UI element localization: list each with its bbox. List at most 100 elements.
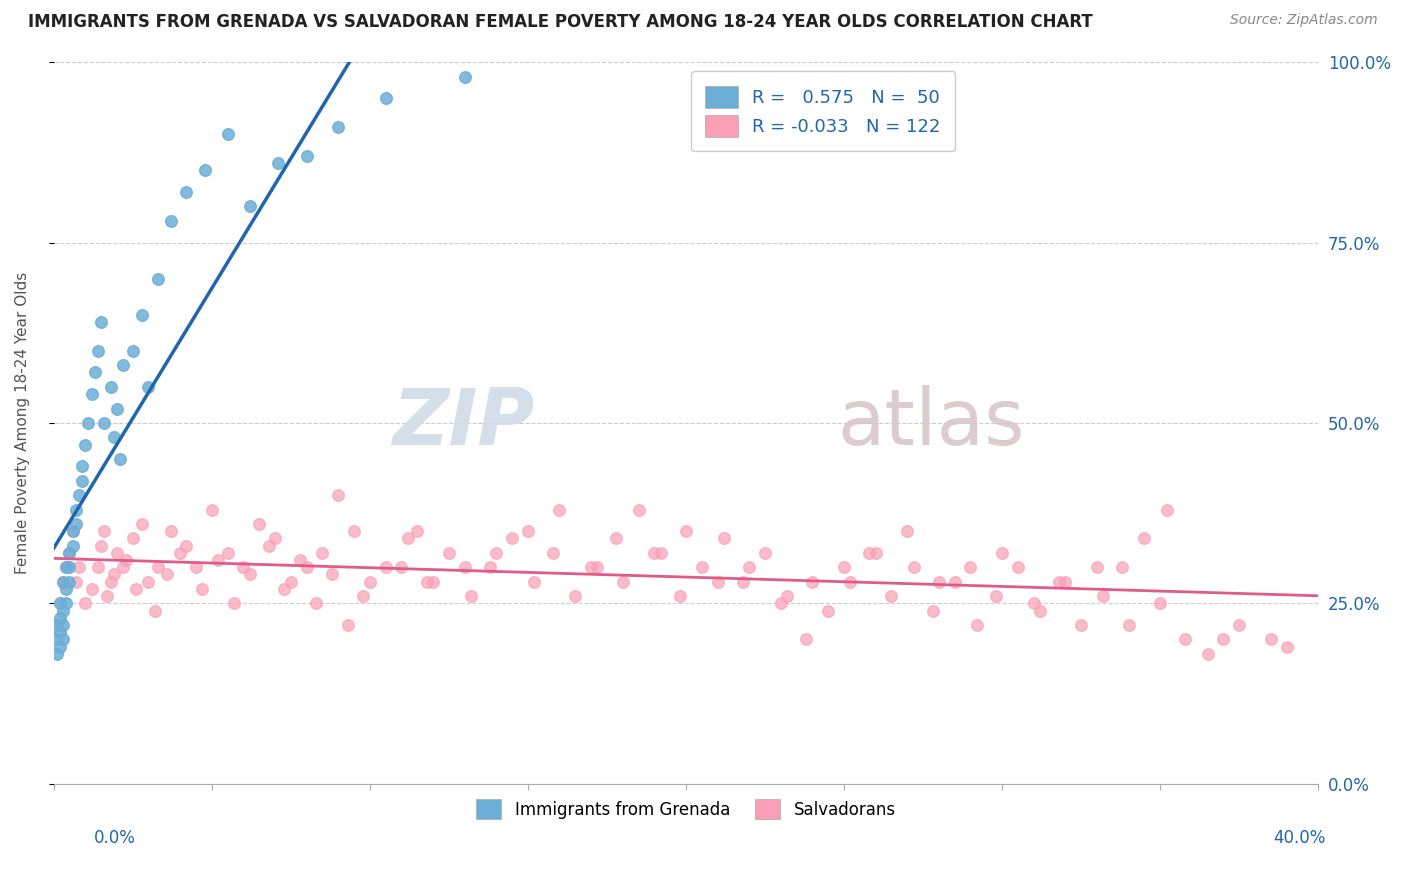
Point [143,603,166,617]
Point [612,574,634,589]
Point [406,524,429,538]
Point [146,271,169,285]
Point [93,524,115,538]
Point [1029,603,1052,617]
Point [1260,632,1282,647]
Point [460,589,482,603]
Point [548,502,571,516]
Point [146,560,169,574]
Point [87,560,110,574]
Point [201,502,224,516]
Point [217,128,239,142]
Point [1275,640,1298,654]
Point [257,539,280,553]
Point [415,574,437,589]
Point [579,560,602,574]
Point [49,640,72,654]
Point [731,574,754,589]
Point [80,387,103,401]
Point [984,589,1007,603]
Point [100,380,122,394]
Point [131,516,153,531]
Point [1007,560,1029,574]
Point [295,149,318,163]
Point [437,546,460,560]
Point [605,532,627,546]
Point [115,553,138,567]
Point [295,560,318,574]
Point [880,589,903,603]
Point [105,546,128,560]
Point [374,91,396,105]
Point [478,560,501,574]
Point [896,524,918,538]
Point [90,315,112,329]
Point [943,574,966,589]
Point [305,596,328,610]
Point [1174,632,1197,647]
Point [80,582,103,596]
Y-axis label: Female Poverty Among 18-24 Year Olds: Female Poverty Among 18-24 Year Olds [15,272,30,574]
Point [738,560,761,574]
Point [1022,596,1045,610]
Point [52,632,75,647]
Point [49,611,72,625]
Point [58,560,80,574]
Point [311,546,333,560]
Point [90,539,112,553]
Point [121,343,143,358]
Point [336,618,359,632]
Point [817,603,839,617]
Point [343,524,366,538]
Point [49,625,72,640]
Point [903,560,925,574]
Point [453,70,475,84]
Point [690,560,713,574]
Point [328,488,350,502]
Point [374,560,396,574]
Point [112,358,135,372]
Point [138,380,160,394]
Point [328,120,350,134]
Point [1118,618,1140,632]
Point [93,416,115,430]
Point [713,532,735,546]
Point [207,553,229,567]
Point [131,308,153,322]
Point [832,560,855,574]
Point [1149,596,1171,610]
Point [112,560,135,574]
Point [643,546,665,560]
Point [280,574,302,589]
Point [55,560,77,574]
Point [650,546,672,560]
Point [865,546,887,560]
Text: Source: ZipAtlas.com: Source: ZipAtlas.com [1230,13,1378,28]
Point [217,546,239,560]
Point [103,567,125,582]
Point [453,560,475,574]
Point [96,589,118,603]
Point [58,546,80,560]
Point [52,574,75,589]
Point [62,539,84,553]
Point [1227,618,1250,632]
Point [839,574,862,589]
Point [959,560,981,574]
Point [754,546,776,560]
Point [794,632,817,647]
Point [928,574,950,589]
Text: atlas: atlas [838,385,1025,461]
Point [45,632,67,647]
Point [516,524,538,538]
Point [138,574,160,589]
Point [921,603,943,617]
Point [55,560,77,574]
Point [65,574,87,589]
Point [100,574,122,589]
Point [70,474,93,488]
Point [191,582,214,596]
Point [75,437,97,451]
Point [1156,502,1178,516]
Point [1085,560,1108,574]
